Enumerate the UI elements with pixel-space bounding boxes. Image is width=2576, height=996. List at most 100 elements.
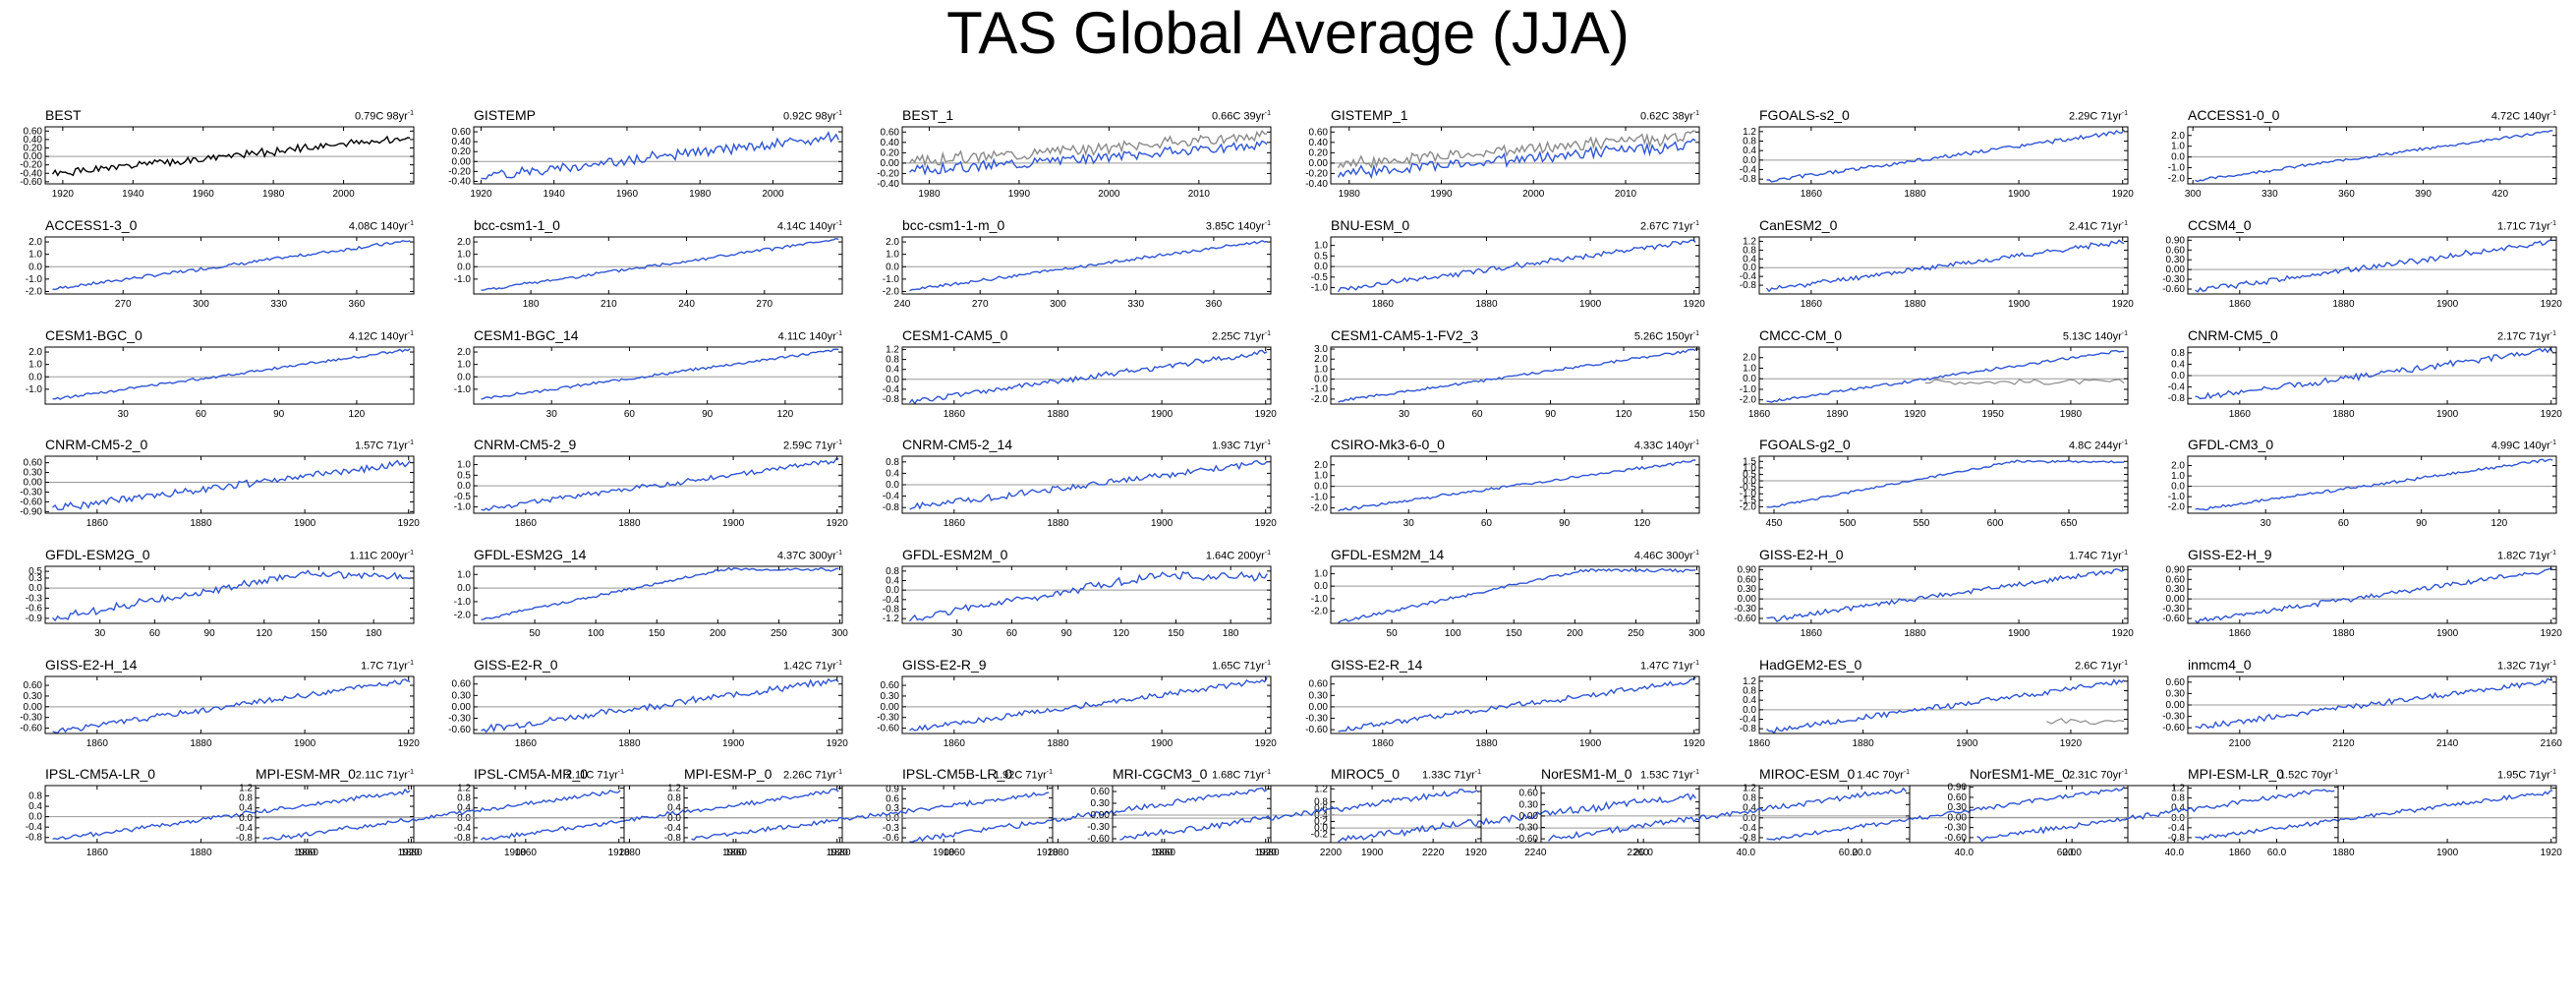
- y-tick-label: 0.0: [886, 813, 899, 824]
- chart-panel: CNRM-CM5_0 2.17C 71yr-1 1860 1880 1900 1920 0.…: [2168, 327, 2576, 421]
- y-tick-label: -1.0: [2168, 492, 2186, 502]
- x-tick-label: 1900: [294, 848, 316, 858]
- x-tick-label: 120: [1616, 409, 1632, 420]
- y-tick-label: 0.0: [457, 372, 471, 382]
- x-tick-label: 90: [1061, 628, 1073, 639]
- x-tick-label: 1920: [2112, 628, 2135, 639]
- y-tick-label: 0.0: [1743, 263, 1756, 273]
- x-tick-label: 650: [2061, 518, 2078, 529]
- x-tick-label: 1860: [1748, 409, 1771, 420]
- panel-trend: 4.33C 140yr-1: [1633, 439, 1699, 452]
- y-tick-label: 0.2: [1314, 816, 1328, 827]
- y-tick-label: -0.40: [448, 176, 471, 187]
- panel-trend: 2.67C 71yr-1: [1639, 220, 1699, 233]
- x-tick-label: 1860: [2229, 848, 2252, 858]
- y-tick-label: -0.20: [877, 168, 899, 179]
- series-line: [481, 458, 839, 511]
- x-tick-label: 2240: [1524, 848, 1547, 858]
- y-tick-label: -0.4: [664, 823, 682, 834]
- y-tick-label: 1.0: [886, 250, 899, 261]
- series-line: [51, 135, 411, 177]
- y-tick-label: 2.0: [2171, 460, 2185, 471]
- y-tick-label: -0.4: [883, 492, 900, 502]
- series-line: [52, 788, 411, 841]
- y-tick-label: 0.8: [1743, 686, 1756, 697]
- panel-plot: 30 60 90 120 150 180 0.80.40.0-0.4-0.8-1.2: [883, 565, 1272, 639]
- y-tick-label: 0.60: [1519, 789, 1539, 799]
- panel-title: GISS-E2-H_0: [1759, 547, 1844, 562]
- x-tick-label: 1880: [2332, 848, 2355, 858]
- y-tick-label: -0.60: [1305, 725, 1328, 735]
- plot-frame: [901, 565, 1272, 624]
- chart-panel: bcc-csm1-1_0 4.14C 140yr-1 180 210 240 270 2.0…: [454, 217, 885, 311]
- x-tick-label: 180: [523, 299, 540, 310]
- panel-trend: 3.85C 140yr-1: [1205, 220, 1271, 233]
- plot-frame: [2187, 455, 2557, 514]
- chart-panel: CNRM-CM5-2_0 1.57C 71yr-1 1860 1880 1900 1920…: [20, 437, 456, 530]
- x-tick-label: 300: [193, 299, 209, 310]
- y-tick-label: 0.8: [239, 793, 253, 804]
- y-tick-label: 1.0: [1743, 463, 1756, 474]
- x-tick-label: 1990: [1008, 189, 1031, 200]
- panel-title: MRI-CGCM3_0: [1113, 766, 1208, 782]
- panel-plot: 30 60 90 120 150 180 0.50.30.0-0.3-0.6-0.9: [26, 565, 415, 639]
- panel-trend: 2.59C 71yr-1: [782, 439, 842, 452]
- x-tick-label: 1880: [2332, 299, 2355, 310]
- plot-frame: [901, 675, 1272, 734]
- x-tick-label: 1900: [1579, 299, 1602, 310]
- y-tick-label: -0.60: [2162, 723, 2185, 733]
- y-tick-label: 0.3: [29, 573, 42, 584]
- y-tick-label: 0.00: [24, 151, 43, 162]
- y-tick-label: -0.4: [883, 384, 900, 395]
- x-tick-label: 1940: [122, 189, 144, 200]
- x-tick-label: 2100: [2229, 738, 2252, 749]
- y-tick-label: -0.8: [883, 605, 900, 615]
- x-tick-label: 120: [2491, 518, 2508, 529]
- plot-frame: [2187, 236, 2557, 295]
- series-line: [2194, 567, 2553, 624]
- panel-title: CNRM-CM5_0: [2188, 327, 2278, 343]
- x-tick-label: 1920: [398, 738, 421, 749]
- series-line: [1766, 349, 2125, 403]
- series-line: [1338, 676, 1696, 732]
- x-tick-label: 1920: [2541, 628, 2563, 639]
- x-tick-label: 1900: [1151, 848, 1174, 858]
- x-tick-label: 60: [1471, 409, 1483, 420]
- x-tick-label: 1900: [294, 738, 316, 749]
- y-tick-label: -0.4: [236, 823, 254, 834]
- x-tick-label: 1920: [827, 738, 849, 749]
- series-line: [1766, 786, 2125, 841]
- y-tick-label: -0.30: [20, 713, 42, 724]
- x-tick-label: 1920: [2541, 409, 2563, 420]
- y-tick-label: 0.4: [2171, 359, 2185, 370]
- panel-trend: 4.37C 300yr-1: [776, 550, 842, 562]
- y-tick-label: 0.0: [1743, 813, 1756, 824]
- series-line: [1766, 459, 2125, 508]
- chart-panel: GFDL-ESM2G_14 4.37C 300yr-1 50 100 150 200 250…: [454, 547, 885, 640]
- y-tick-label: 0.4: [2171, 803, 2185, 814]
- y-tick-label: -2.0: [26, 286, 43, 297]
- plot-frame: [473, 785, 843, 844]
- chart-panel: GISS-E2-H_9 1.82C 71yr-1 1860 1880 1900 1920 0…: [2162, 547, 2576, 640]
- x-tick-label: 1890: [1826, 409, 1849, 420]
- y-tick-label: 0.20: [1309, 147, 1329, 158]
- y-tick-label: -1.0: [454, 274, 472, 285]
- plot-frame: [473, 455, 843, 514]
- y-tick-label: -0.4: [2168, 823, 2186, 834]
- y-tick-label: -0.20: [448, 166, 471, 177]
- y-tick-label: 2.0: [2171, 131, 2185, 142]
- x-tick-label: 1880: [1904, 628, 1926, 639]
- x-tick-label: 1860: [944, 738, 966, 749]
- series-line: [1766, 567, 2125, 622]
- x-tick-label: 1880: [1047, 738, 1069, 749]
- y-tick-label: 0.8: [2171, 793, 2185, 804]
- x-tick-label: 1880: [1853, 738, 1875, 749]
- y-tick-label: -0.60: [1734, 614, 1756, 624]
- y-tick-label: 0.0: [1314, 375, 1328, 385]
- panel-trend: 4.99C 140yr-1: [2490, 439, 2556, 452]
- y-tick-label: 1.0: [1314, 364, 1328, 375]
- series-line: [1338, 348, 1696, 403]
- plot-frame: [1330, 236, 1700, 295]
